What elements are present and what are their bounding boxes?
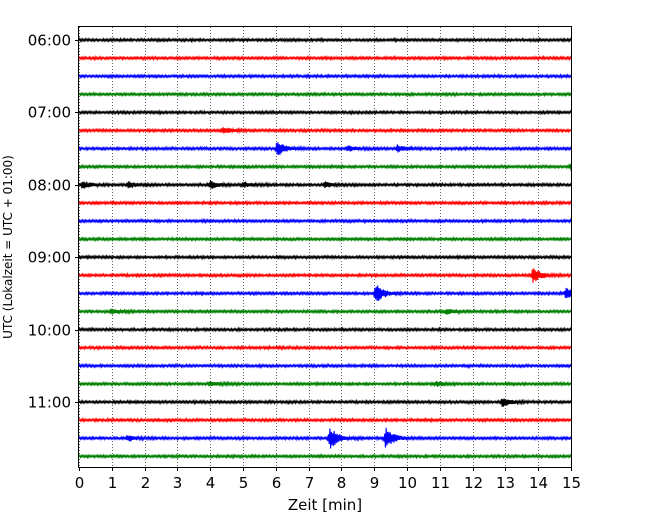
y-tick-label: 11:00 <box>28 394 71 412</box>
seismic-trace <box>78 180 572 189</box>
trace-layer <box>78 36 572 460</box>
y-tick-label: 09:00 <box>28 249 71 267</box>
seismic-trace <box>78 380 572 388</box>
y-axis-label: UTC (Lokalzeit = UTC + 01:00) <box>1 155 15 339</box>
seismic-trace <box>78 72 572 80</box>
x-tick-label: 15 <box>562 474 581 492</box>
y-tick-label: 07:00 <box>28 104 71 122</box>
seismic-trace <box>78 217 572 225</box>
x-tick-label: 6 <box>272 474 282 492</box>
seismic-trace <box>78 142 572 155</box>
x-axis: 0 1 2 3 4 5 6 7 8 9 10 11 12 13 14 15 <box>75 467 581 492</box>
x-tick-label: 10 <box>398 474 417 492</box>
seismic-trace <box>78 126 572 134</box>
y-tick-label: 06:00 <box>28 32 71 50</box>
seismic-trace <box>78 398 572 407</box>
seismic-trace <box>78 36 572 44</box>
seismic-trace <box>78 109 572 116</box>
plot-frame <box>78 26 572 468</box>
seismic-trace <box>78 416 572 424</box>
x-tick-label: 7 <box>305 474 315 492</box>
y-tick-label: 08:00 <box>28 177 71 195</box>
vertical-grid <box>79 27 572 467</box>
x-tick-label: 2 <box>141 474 151 492</box>
seismic-trace <box>78 54 572 62</box>
x-tick-label: 11 <box>431 474 450 492</box>
seismic-trace <box>78 199 572 207</box>
x-tick-label: 12 <box>464 474 483 492</box>
seismic-trace <box>78 253 572 261</box>
seismic-trace <box>78 285 572 301</box>
x-tick-label: 8 <box>337 474 347 492</box>
y-tick-label: 10:00 <box>28 322 71 340</box>
seismic-trace <box>78 163 572 171</box>
x-tick-label: 13 <box>496 474 515 492</box>
seismic-trace <box>78 427 572 449</box>
seismic-trace <box>78 362 572 370</box>
seismic-trace <box>78 453 572 460</box>
x-axis-label: Zeit [min] <box>288 496 362 514</box>
x-tick-label: 3 <box>173 474 183 492</box>
x-tick-label: 9 <box>370 474 380 492</box>
seismic-trace <box>78 235 572 243</box>
x-tick-label: 0 <box>75 474 85 492</box>
x-tick-label: 4 <box>206 474 216 492</box>
x-tick-label: 1 <box>108 474 118 492</box>
seismic-trace <box>78 91 572 98</box>
x-tick-label: 14 <box>529 474 548 492</box>
y-axis: 06:00 07:00 08:00 09:00 10:00 11:00 <box>28 32 79 412</box>
seismic-trace <box>78 344 572 352</box>
seismic-trace <box>78 326 572 333</box>
x-tick-label: 5 <box>239 474 249 492</box>
seismic-trace <box>78 308 572 316</box>
seismic-trace <box>78 268 572 283</box>
